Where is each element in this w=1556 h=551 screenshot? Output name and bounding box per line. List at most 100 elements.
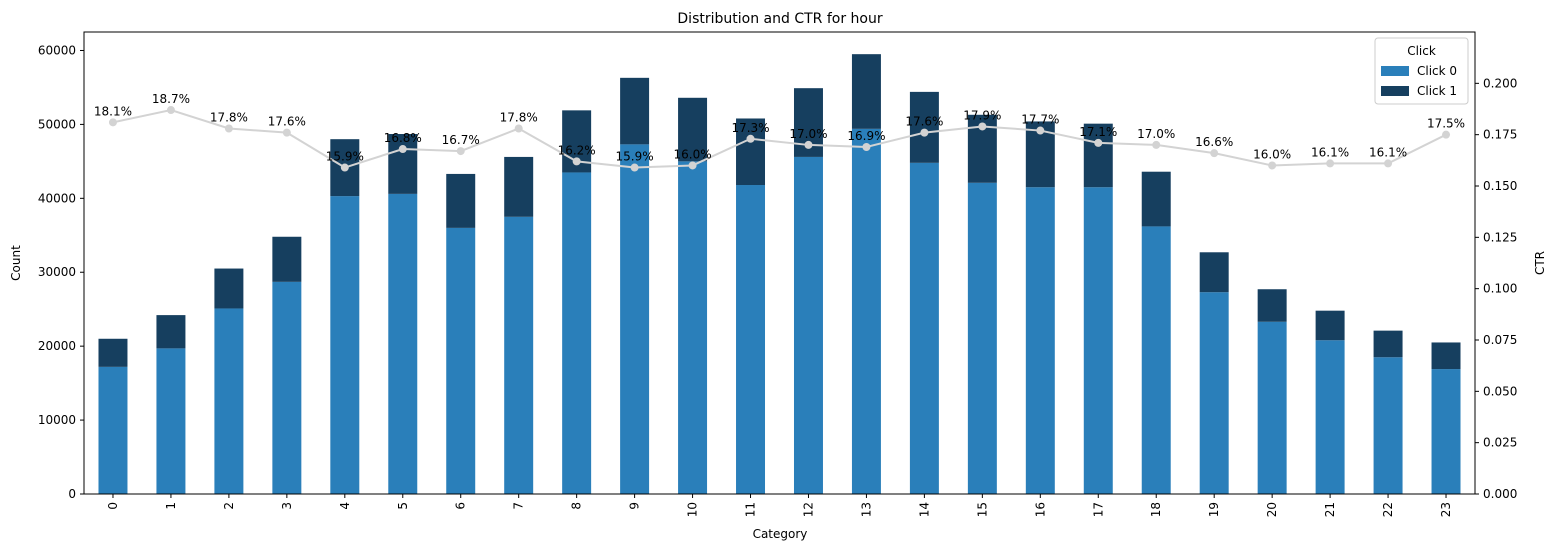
bar-click-1-14: [909, 91, 939, 163]
bar-click-0-2: [214, 308, 244, 494]
bar-click-1-1: [156, 315, 186, 349]
x-tick-label-8: 8: [570, 502, 584, 510]
ctr-label-23: 17.5%: [1427, 117, 1465, 131]
bar-click-1-0: [98, 338, 128, 367]
ctr-point-2: [224, 124, 233, 133]
ctr-label-11: 17.3%: [731, 121, 769, 135]
bar-click-1-17: [1083, 123, 1113, 188]
bar-click-1-21: [1315, 310, 1345, 341]
bar-click-0-11: [736, 185, 766, 494]
ctr-label-5: 16.8%: [384, 131, 422, 145]
ctr-point-9: [630, 163, 639, 172]
y2-tick-label-0.15: 0.150: [1483, 179, 1517, 193]
ctr-point-16: [1036, 126, 1045, 135]
ctr-point-22: [1384, 159, 1393, 168]
bar-click-0-4: [330, 196, 360, 494]
bar-click-1-2: [214, 268, 244, 309]
axes-layer: 0 10000 20000 30000 40000 50000 60000 0.000 0.02…: [38, 31, 1517, 517]
ctr-point-20: [1268, 161, 1277, 170]
bar-click-0-15: [967, 182, 997, 494]
ctr-label-18: 17.0%: [1137, 127, 1175, 141]
legend-label-click-1: Click 1: [1417, 84, 1457, 98]
ctr-point-6: [456, 147, 465, 156]
y2-tick-label-0.075: 0.075: [1483, 333, 1517, 347]
ctr-point-1: [166, 106, 175, 115]
bar-click-0-6: [446, 227, 476, 494]
bar-click-1-3: [272, 236, 302, 282]
ctr-label-12: 17.0%: [789, 127, 827, 141]
y-tick-label-50000: 50000: [38, 117, 76, 131]
bar-click-1-11: [736, 118, 766, 186]
bar-click-0-13: [851, 128, 881, 494]
ctr-label-21: 16.1%: [1311, 145, 1349, 159]
bar-click-0-19: [1199, 292, 1229, 494]
ctr-label-2: 17.8%: [210, 111, 248, 125]
ctr-label-20: 16.0%: [1253, 147, 1291, 161]
ctr-point-7: [514, 124, 523, 133]
ctr-point-3: [282, 128, 291, 137]
x-tick-label-6: 6: [454, 502, 468, 510]
ctr-point-17: [1094, 138, 1103, 147]
bar-click-1-22: [1373, 330, 1403, 358]
legend-title: Click: [1407, 44, 1436, 58]
x-tick-label-0: 0: [106, 502, 120, 510]
bar-click-0-8: [562, 172, 592, 494]
ctr-point-15: [978, 122, 987, 131]
y2-tick-label-0.125: 0.125: [1483, 230, 1517, 244]
x-tick-label-10: 10: [686, 502, 700, 517]
y-tick-label-40000: 40000: [38, 191, 76, 205]
x-tick-label-11: 11: [744, 502, 758, 517]
bar-click-0-10: [678, 161, 708, 495]
y-tick-label-60000: 60000: [38, 43, 76, 57]
ctr-point-12: [804, 140, 813, 149]
x-tick-label-4: 4: [338, 502, 352, 510]
bar-click-1-9: [620, 77, 650, 145]
x-tick-label-13: 13: [859, 502, 873, 517]
y2-tick-label-0.175: 0.175: [1483, 128, 1517, 142]
bar-click-0-9: [620, 144, 650, 494]
ctr-point-0: [108, 118, 117, 127]
bar-click-0-22: [1373, 357, 1403, 494]
y2-tick-label-0.025: 0.025: [1483, 436, 1517, 450]
legend-label-click-0: Click 0: [1417, 64, 1457, 78]
bar-click-0-20: [1257, 321, 1287, 494]
x-tick-label-22: 22: [1381, 502, 1395, 517]
y2-tick-label-0.05: 0.050: [1483, 384, 1517, 398]
ctr-point-10: [688, 161, 697, 170]
ctr-layer: 18.1% 18.7% 17.8% 17.6% 15.9% 16.8% 16.7% 17.8%…: [94, 92, 1465, 172]
ctr-point-11: [746, 134, 755, 143]
ctr-label-22: 16.1%: [1369, 145, 1407, 159]
legend-swatch-click-0: [1381, 66, 1409, 76]
x-tick-label-5: 5: [396, 502, 410, 510]
bar-click-1-5: [388, 134, 418, 194]
y-tick-label-0: 0: [68, 487, 76, 501]
x-tick-label-1: 1: [164, 502, 178, 510]
bar-click-0-1: [156, 348, 186, 494]
bar-click-0-18: [1141, 226, 1171, 494]
bar-click-1-23: [1431, 342, 1461, 370]
ctr-point-23: [1442, 130, 1451, 139]
y2-tick-label-0.1: 0.100: [1483, 282, 1517, 296]
ctr-label-9: 15.9%: [616, 150, 654, 164]
bar-click-1-13: [851, 54, 881, 129]
y-tick-label-10000: 10000: [38, 413, 76, 427]
x-tick-label-20: 20: [1265, 502, 1279, 517]
ctr-point-8: [572, 157, 581, 166]
x-axis-title: Category: [753, 527, 808, 541]
x-tick-label-17: 17: [1091, 502, 1105, 517]
plot-frame: [83, 31, 1476, 495]
legend: Click Click 0 Click 1: [1374, 37, 1469, 105]
ctr-label-8: 16.2%: [558, 143, 596, 157]
ctr-label-17: 17.1%: [1079, 125, 1117, 139]
x-tick-label-16: 16: [1033, 502, 1047, 517]
ctr-point-5: [398, 145, 407, 154]
ctr-point-13: [862, 142, 871, 151]
ctr-label-13: 16.9%: [847, 129, 885, 143]
bar-click-1-10: [678, 97, 708, 162]
x-tick-label-14: 14: [917, 502, 931, 517]
x-tick-label-19: 19: [1207, 502, 1221, 517]
x-tick-label-23: 23: [1439, 502, 1453, 517]
y2-tick-label-0: 0.000: [1483, 487, 1517, 501]
bar-click-0-17: [1083, 187, 1113, 494]
